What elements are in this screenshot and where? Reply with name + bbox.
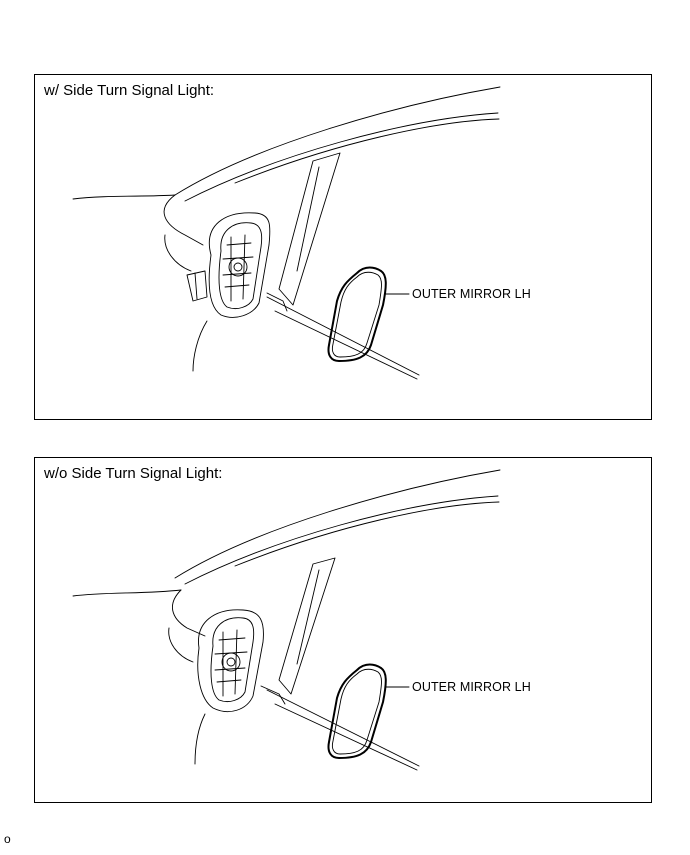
outer-mirror-glass	[328, 268, 385, 362]
pillar-trim	[279, 153, 340, 305]
belt-line-upper	[267, 690, 419, 766]
pillar-inner	[297, 167, 319, 271]
belt-line-lower	[275, 704, 417, 770]
roof-line-edge	[235, 119, 499, 183]
outer-mirror-label: OUTER MIRROR LH	[412, 680, 531, 694]
panel-title: w/o Side Turn Signal Light:	[44, 465, 223, 482]
roof-line-edge	[235, 502, 499, 566]
panel-title: w/ Side Turn Signal Light:	[44, 82, 215, 99]
pillar-inner	[297, 570, 319, 664]
mirror-arm	[267, 293, 287, 311]
door-mirror-illustration	[35, 458, 653, 804]
turn-signal-lamp	[187, 271, 207, 301]
diagram-panel-without-turn-signal: w/o Side Turn Signal Light: OUTER MIRROR…	[34, 457, 652, 803]
belt-line-lower	[275, 311, 417, 379]
hood-line	[73, 195, 175, 199]
pillar-trim	[279, 558, 335, 694]
diagram-panel-with-turn-signal: w/ Side Turn Signal Light:	[34, 74, 652, 420]
belt-line-upper	[267, 297, 419, 375]
roof-line-inner	[185, 496, 498, 584]
fender-curve	[164, 195, 203, 245]
mirror-rim	[211, 618, 254, 702]
door-mirror-illustration	[35, 75, 653, 421]
roof-line-outer	[175, 470, 500, 578]
mirror-arm	[261, 686, 285, 704]
hood-line	[73, 590, 181, 596]
footer-mark: o	[4, 832, 11, 846]
outer-mirror-glass	[328, 665, 385, 759]
mirror-rim	[219, 223, 262, 309]
mirror-housing	[209, 213, 270, 318]
fender-curve	[172, 590, 205, 636]
outer-mirror-label: OUTER MIRROR LH	[412, 287, 531, 301]
roof-line-outer	[175, 87, 500, 195]
fender-lower	[169, 628, 193, 662]
fender-lower	[165, 235, 191, 271]
door-side-line	[193, 321, 207, 371]
roof-line-inner	[185, 113, 498, 201]
mirror-housing	[198, 610, 264, 712]
door-side-line	[195, 714, 205, 764]
